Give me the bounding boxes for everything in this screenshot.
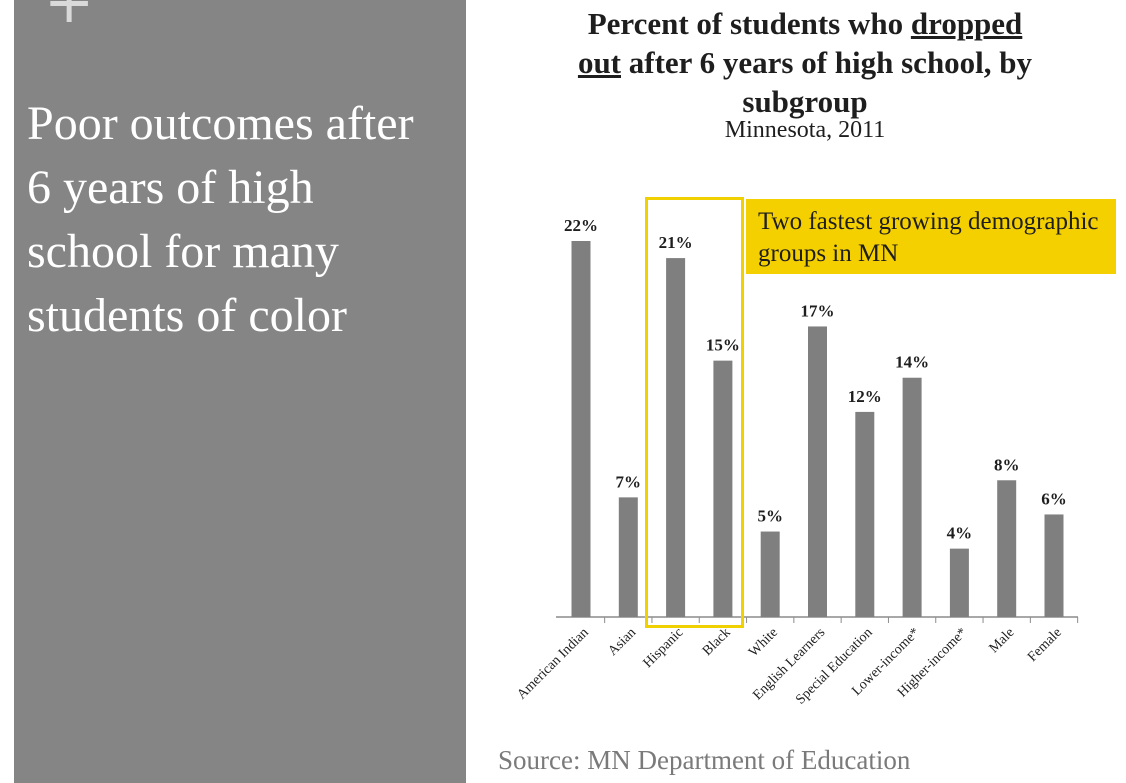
slide-heading: Poor outcomes after 6 years of high scho…: [27, 97, 414, 342]
chart-title-part: Percent of students who: [587, 6, 911, 41]
bar: [902, 377, 922, 617]
bar: [808, 326, 827, 617]
bar: [760, 531, 780, 617]
chart-title-part: subgroup: [742, 84, 868, 119]
data-label: 5%: [757, 507, 783, 526]
data-label: 21%: [659, 233, 693, 252]
bar: [855, 411, 875, 617]
x-tick-label: Asian: [605, 625, 639, 659]
data-label: 8%: [994, 455, 1020, 474]
left-panel: + Poor outcomes after 6 years of high sc…: [14, 0, 466, 783]
x-tick-label: American Indian: [514, 625, 591, 702]
x-tick-label: Male: [987, 625, 1018, 656]
data-label: 4%: [947, 524, 973, 543]
x-tick-label: Black: [700, 625, 734, 659]
callout-box: Two fastest growing demographic groups i…: [746, 199, 1116, 274]
data-label: 6%: [1041, 489, 1067, 508]
chart-subtitle: Minnesota, 2011: [724, 117, 886, 143]
chart-title-underlined: out: [577, 45, 622, 80]
data-label: 12%: [848, 387, 882, 406]
x-tick-label: Female: [1025, 625, 1065, 665]
bar: [666, 258, 686, 617]
bar: [997, 480, 1017, 617]
data-label: 15%: [706, 336, 740, 355]
data-label: 22%: [564, 216, 598, 235]
bar: [949, 548, 969, 617]
data-label: 17%: [801, 301, 835, 320]
bar: [618, 497, 638, 617]
source-note: Source: MN Department of Education: [498, 745, 911, 775]
data-label: 14%: [895, 353, 929, 372]
plus-icon: +: [44, 0, 95, 37]
highlight-box: [645, 197, 744, 628]
x-tick-label: Hispanic: [641, 625, 687, 671]
chart-title-part: after 6 years of high school, by: [621, 45, 1033, 80]
chart-title: Percent of students who dropped out afte…: [540, 4, 1070, 121]
chart-title-underlined: dropped: [910, 6, 1023, 41]
bar: [713, 360, 733, 617]
data-label: 7%: [616, 472, 642, 491]
x-tick-label: White: [746, 625, 781, 660]
bar: [571, 241, 591, 617]
bar: [1044, 514, 1064, 617]
